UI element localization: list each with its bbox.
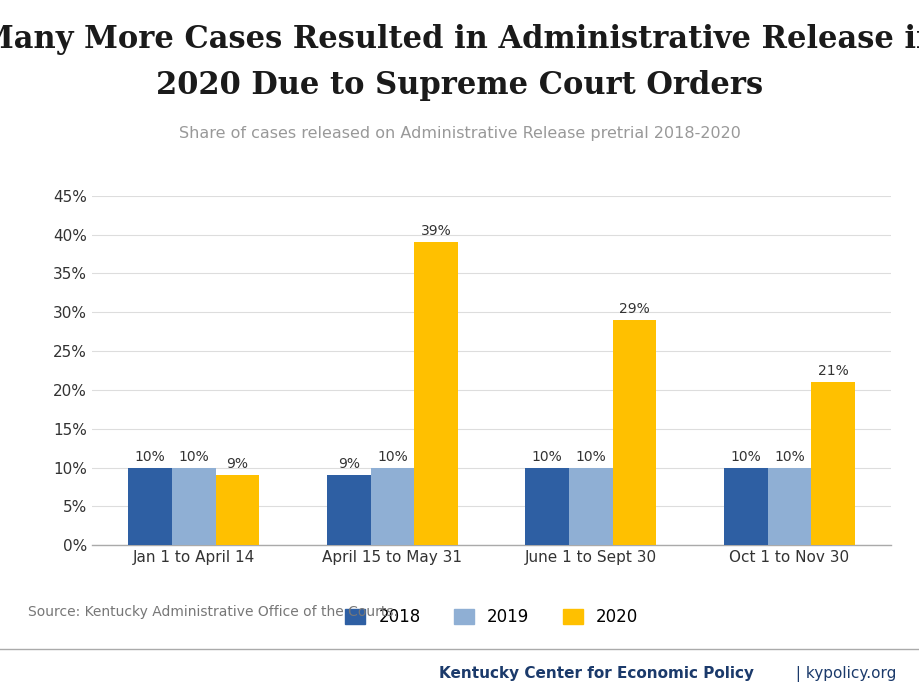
Text: 21%: 21% — [818, 364, 848, 378]
Bar — [414, 243, 458, 545]
Text: 10%: 10% — [532, 449, 562, 463]
Text: 29%: 29% — [619, 302, 650, 316]
Bar — [172, 468, 216, 545]
Text: 10%: 10% — [377, 449, 408, 463]
Bar — [526, 468, 569, 545]
Legend: 2018, 2019, 2020: 2018, 2019, 2020 — [338, 601, 645, 633]
Text: 10%: 10% — [731, 449, 761, 463]
Bar — [724, 468, 767, 545]
Text: Many More Cases Resulted in Administrative Release in: Many More Cases Resulted in Administrati… — [0, 24, 919, 55]
Bar — [327, 475, 370, 545]
Bar — [613, 320, 656, 545]
Text: 39%: 39% — [421, 224, 451, 238]
Text: 2020 Due to Supreme Court Orders: 2020 Due to Supreme Court Orders — [156, 70, 763, 101]
Bar — [370, 468, 414, 545]
Text: 9%: 9% — [226, 457, 248, 471]
Text: | kypolicy.org: | kypolicy.org — [790, 666, 896, 682]
Text: Source: Kentucky Administrative Office of the Courts.: Source: Kentucky Administrative Office o… — [28, 605, 397, 619]
Bar — [811, 382, 855, 545]
Text: 10%: 10% — [178, 449, 210, 463]
Text: 10%: 10% — [575, 449, 607, 463]
Bar — [569, 468, 613, 545]
Bar — [216, 475, 259, 545]
Text: Share of cases released on Administrative Release pretrial 2018-2020: Share of cases released on Administrativ… — [178, 126, 741, 140]
Bar — [767, 468, 811, 545]
Text: 10%: 10% — [135, 449, 165, 463]
Bar — [129, 468, 172, 545]
Text: Kentucky Center for Economic Policy: Kentucky Center for Economic Policy — [438, 666, 754, 682]
Text: 10%: 10% — [774, 449, 805, 463]
Text: 9%: 9% — [337, 457, 359, 471]
